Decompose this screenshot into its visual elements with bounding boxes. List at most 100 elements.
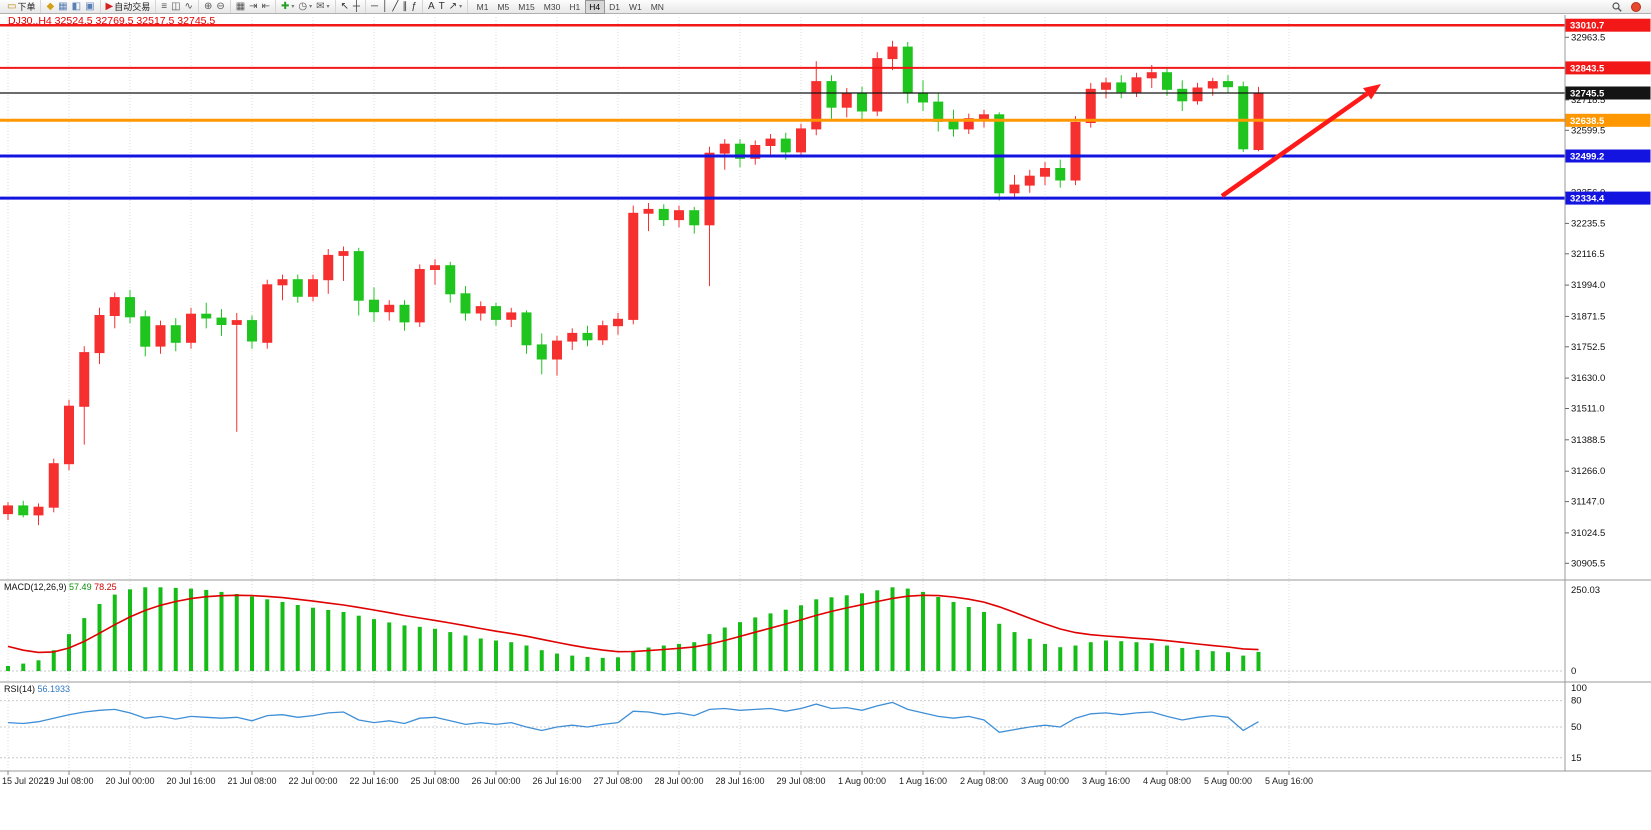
candle: [384, 304, 395, 313]
vertical-line-icon[interactable]: │: [382, 0, 389, 12]
candle: [323, 254, 334, 281]
terminal-icon[interactable]: ▣: [85, 0, 95, 12]
new-order-button[interactable]: ▭ 下单: [7, 0, 36, 13]
candle: [1040, 168, 1050, 177]
macd-axis-max: 250.03: [1571, 585, 1600, 596]
candle: [887, 46, 898, 60]
candle: [750, 145, 761, 159]
macd-signal-value: 78.25: [94, 582, 117, 592]
macd-bar: [21, 663, 26, 671]
timeframe-m1[interactable]: M1: [476, 1, 489, 12]
candle: [872, 58, 883, 112]
timeframe-d1[interactable]: D1: [609, 1, 620, 12]
label-icon[interactable]: T: [438, 0, 445, 12]
price-level-label: [1565, 61, 1651, 75]
bar-chart-icon[interactable]: ≡: [161, 0, 168, 12]
candle: [582, 332, 593, 341]
macd-bar: [860, 593, 864, 671]
timeframe-w1[interactable]: W1: [628, 1, 642, 12]
time-label: 20 Jul 00:00: [105, 776, 154, 786]
macd-bar: [326, 610, 331, 671]
candle: [338, 251, 349, 256]
macd-bar: [707, 634, 712, 671]
price-tick: 31147.0: [1571, 497, 1605, 508]
template-icon[interactable]: ✉ ▾: [316, 0, 330, 12]
candle: [704, 152, 715, 226]
cursor-icon[interactable]: ↖: [340, 0, 349, 12]
candle: [292, 279, 303, 297]
zoom-in-icon[interactable]: ⊕: [203, 0, 213, 12]
timeframe-m15[interactable]: M15: [518, 1, 535, 12]
toolbar-right: [1610, 0, 1649, 13]
zoom-out-icon[interactable]: ⊖: [216, 0, 225, 12]
fibonacci-icon[interactable]: ƒ: [411, 0, 417, 12]
price-tick: 31388.5: [1571, 435, 1605, 446]
crosshair-icon[interactable]: ┼: [352, 0, 360, 12]
candle: [201, 313, 212, 319]
time-label: 22 Jul 00:00: [288, 776, 337, 786]
search-icon[interactable]: [1610, 0, 1624, 13]
time-label: 1 Aug 16:00: [899, 776, 947, 786]
timeframe-h1[interactable]: H1: [569, 1, 581, 12]
candle: [963, 118, 974, 130]
line-chart-icon[interactable]: ∿: [184, 0, 193, 12]
macd-main-value: 57.49: [69, 582, 92, 592]
text-icon[interactable]: A: [427, 0, 435, 12]
candle: [125, 297, 135, 318]
candle: [430, 265, 440, 270]
price-tick: 32963.5: [1571, 32, 1605, 43]
timeframe-mn[interactable]: MN: [650, 1, 664, 12]
timeframe-m5[interactable]: M5: [497, 1, 510, 12]
record-icon[interactable]: [1629, 0, 1643, 13]
tile-windows-icon[interactable]: ▦: [235, 0, 246, 12]
candle: [735, 143, 745, 159]
price-tick: 31266.0: [1571, 466, 1605, 477]
macd-bar: [189, 588, 193, 671]
macd-bar: [905, 588, 910, 671]
candle: [674, 210, 684, 221]
toolbar-groups: ▭ 下单 ◆ ▦ ◧ ▣ ▶ 自动交易 ≡ ◫ ∿ ⊕ ⊖ ▦ ⇥ ⇤ ✚ ▾ ◷ ▾ ✉ ▾ ↖ ┼ ─ │ ╱ ∥ ƒ A T ↗ ▾: [2, 0, 469, 14]
candle: [308, 279, 318, 297]
timeframe-m30[interactable]: M30: [543, 1, 561, 12]
candle: [1009, 184, 1020, 194]
horizontal-line-icon[interactable]: ─: [371, 0, 379, 12]
auto-trading-button[interactable]: ▶ 自动交易: [105, 0, 151, 13]
macd-bar: [829, 597, 834, 671]
macd-bar: [36, 660, 41, 671]
market-watch-icon[interactable]: ◆: [46, 0, 55, 12]
candle: [628, 212, 639, 320]
macd-signal-line: [7, 594, 1259, 654]
time-label: 1 Aug 00:00: [838, 776, 886, 786]
auto-scroll-icon[interactable]: ⇥: [249, 0, 258, 12]
navigator-icon[interactable]: ◧: [71, 0, 82, 12]
candle: [536, 344, 547, 360]
chart-canvas[interactable]: 32963.532718.532599.532497.032356.032235…: [0, 15, 1651, 830]
add-indicator-icon[interactable]: ✚ ▾: [280, 0, 295, 12]
candle: [765, 138, 776, 146]
candle: [460, 293, 471, 314]
data-window-icon[interactable]: ▦: [58, 0, 68, 12]
rsi-value: 56.1933: [37, 684, 71, 694]
macd-axis-zero: 0: [1571, 666, 1576, 677]
macd-bar: [1058, 647, 1063, 671]
candle: [521, 312, 532, 346]
svg-text:33010.7: 33010.7: [1570, 21, 1604, 32]
macd-bar: [890, 587, 895, 672]
rsi-line: [7, 701, 1259, 733]
trendline-icon[interactable]: ╱: [392, 0, 399, 12]
price-tick: 31752.5: [1571, 342, 1605, 353]
timeframe-h4[interactable]: H4: [584, 0, 605, 14]
candle: [109, 297, 120, 317]
chart-shift-icon[interactable]: ⇤: [261, 0, 270, 12]
candle: [506, 312, 517, 320]
candlestick-chart-icon[interactable]: ◫: [171, 0, 181, 12]
candle: [1192, 87, 1203, 102]
candle: [689, 210, 700, 226]
period-icon[interactable]: ◷ ▾: [298, 0, 313, 12]
macd-bar: [494, 640, 498, 671]
channel-icon[interactable]: ∥: [402, 0, 408, 12]
candle: [933, 101, 944, 122]
arrows-tool-icon[interactable]: ↗ ▾: [448, 0, 463, 12]
